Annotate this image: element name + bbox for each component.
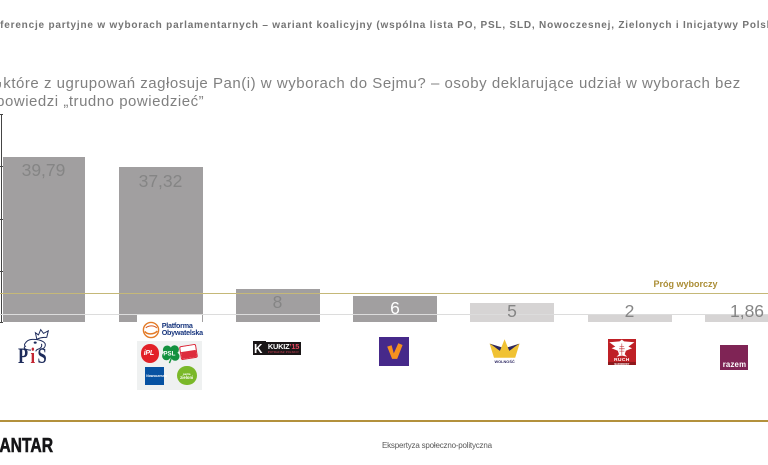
svg-text:WOLNOŚĆ: WOLNOŚĆ: [494, 358, 514, 362]
svg-text:PSL: PSL: [163, 351, 175, 358]
svg-text:NARODOWY: NARODOWY: [614, 362, 629, 365]
svg-text:RUCH: RUCH: [614, 356, 630, 362]
